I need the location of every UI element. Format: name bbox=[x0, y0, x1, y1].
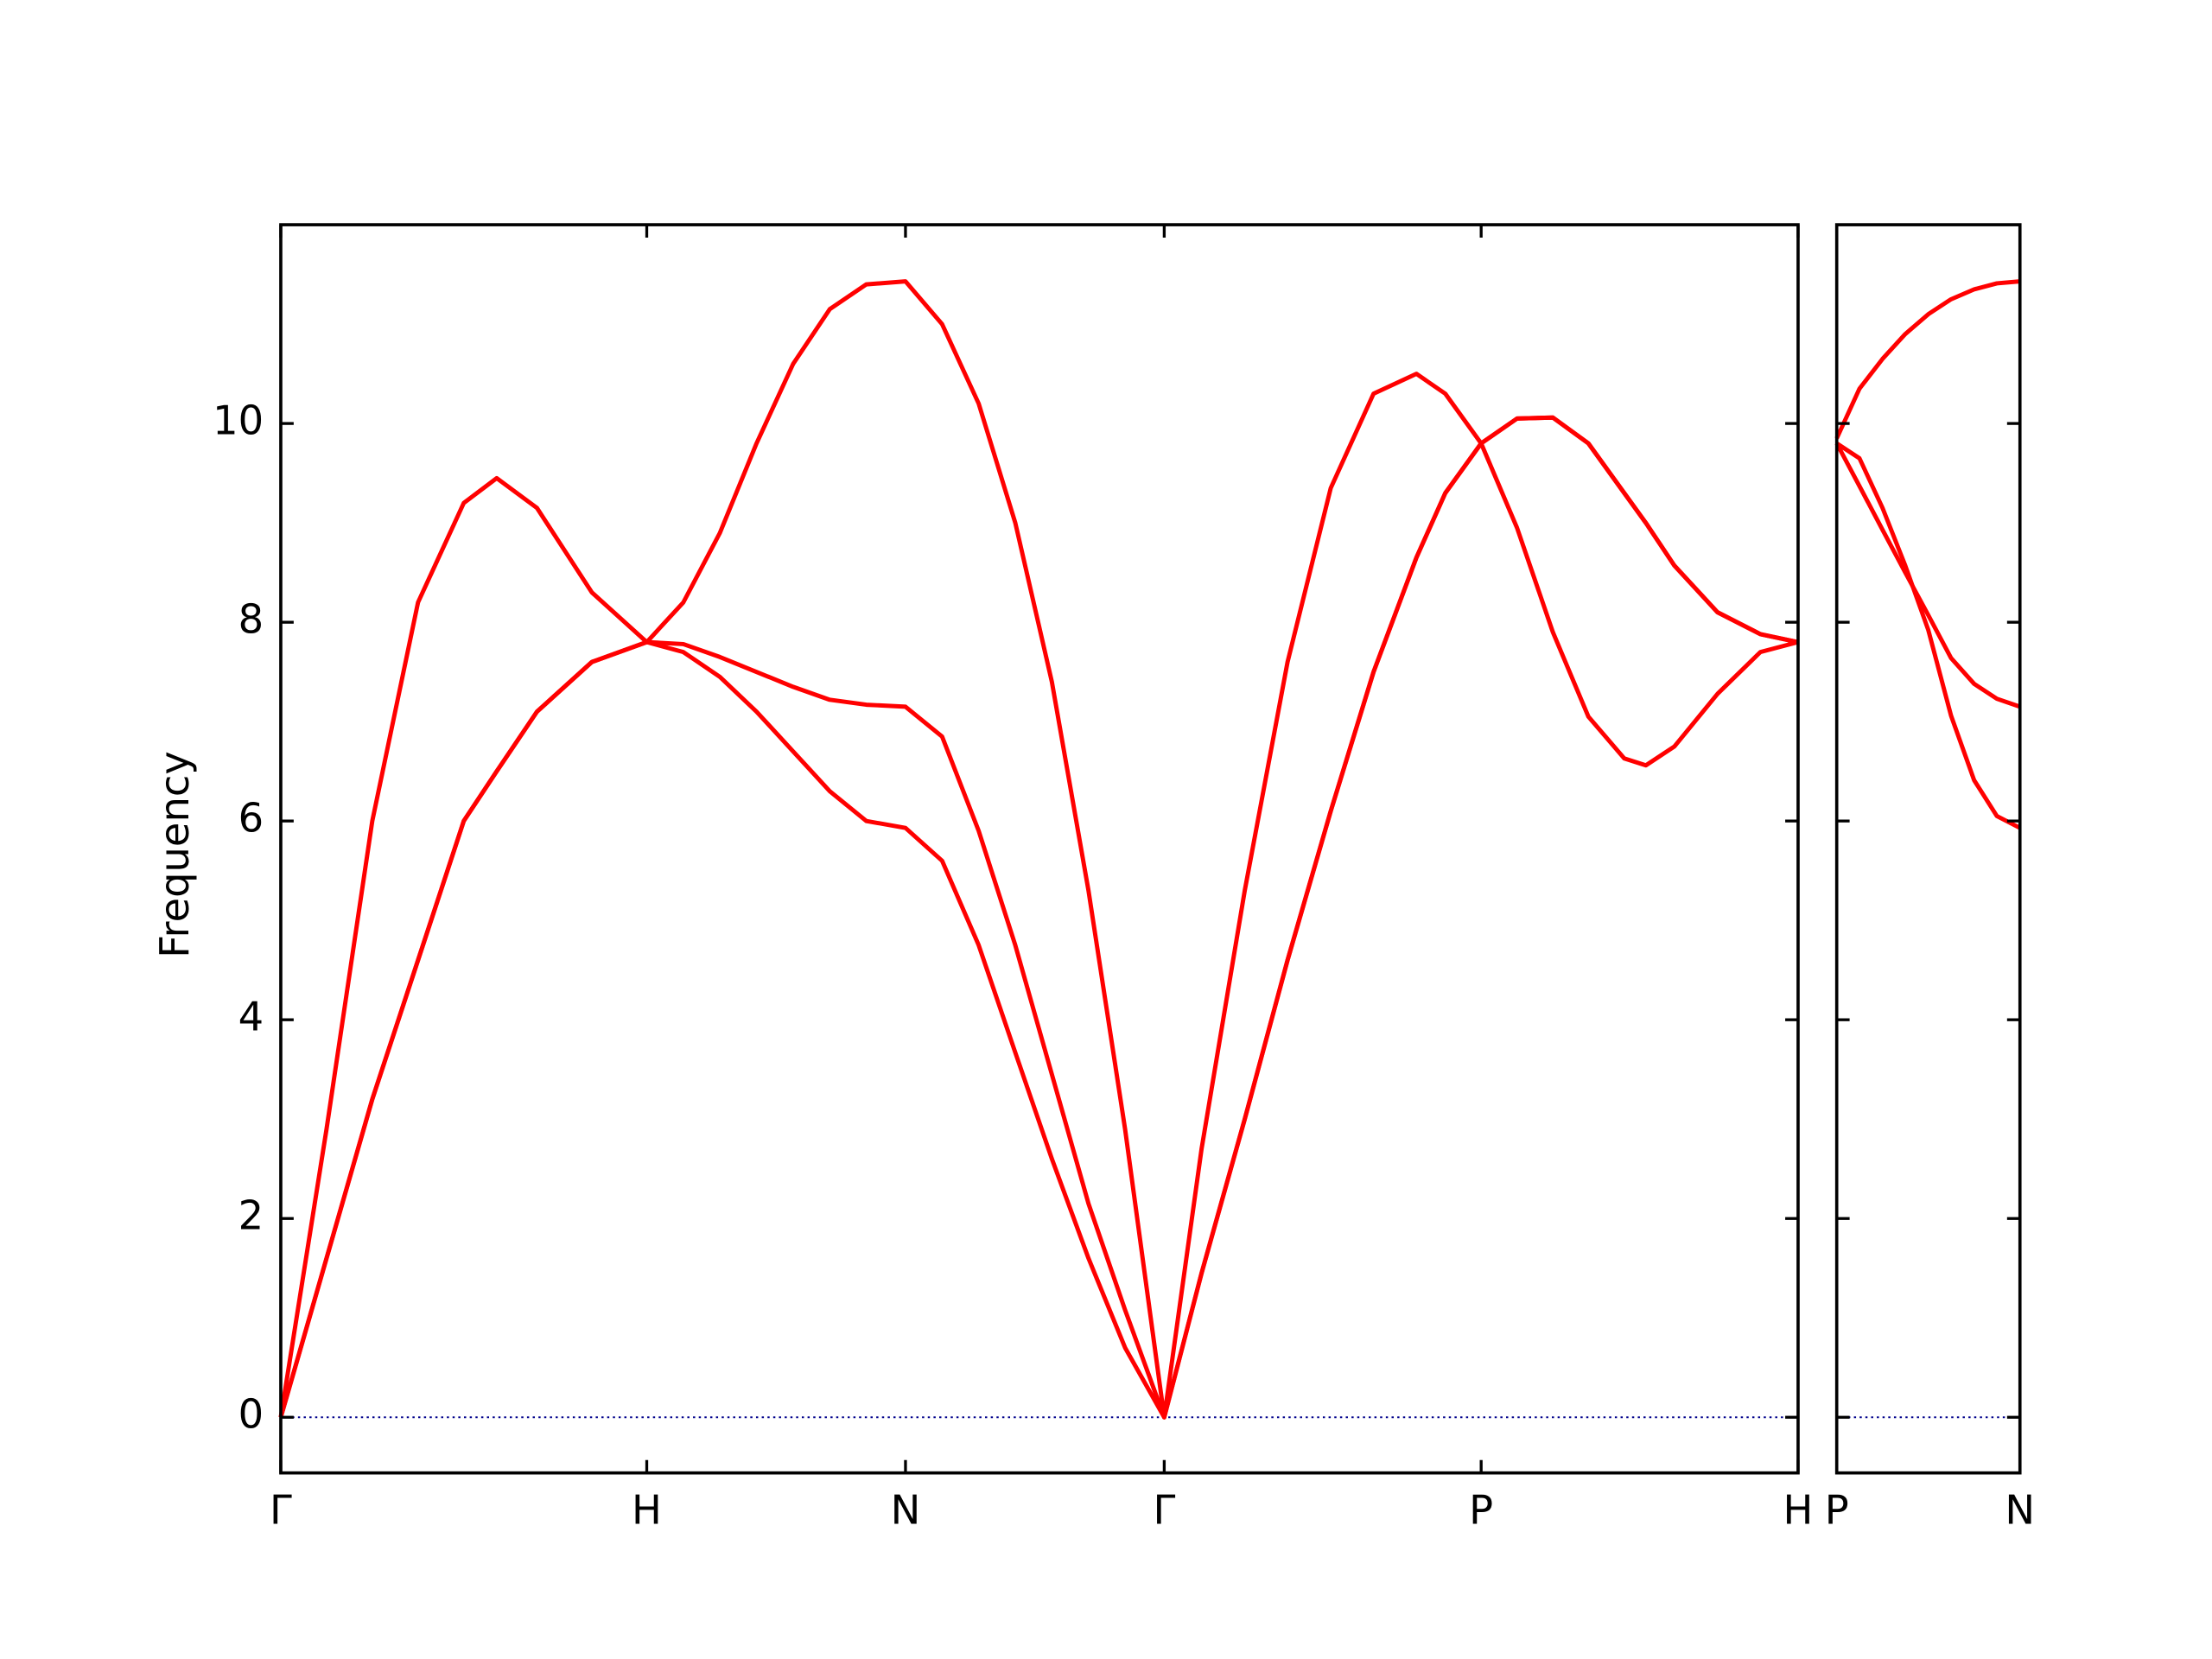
y-axis-label: Frequency bbox=[151, 751, 198, 958]
x-tick-label: P bbox=[1825, 1487, 1849, 1534]
x-tick-label: H bbox=[632, 1487, 662, 1534]
axes-frame bbox=[1834, 223, 2022, 1475]
x-tick-label: N bbox=[891, 1487, 921, 1534]
x-tick-label: H bbox=[1783, 1487, 1814, 1534]
y-tick-label: 10 bbox=[213, 397, 264, 444]
band-line bbox=[1834, 442, 2021, 709]
y-tick-label: 2 bbox=[238, 1192, 264, 1239]
x-tick-label: N bbox=[2005, 1487, 2035, 1534]
y-tick-label: 8 bbox=[238, 596, 264, 643]
y-tick-label: 0 bbox=[238, 1391, 264, 1438]
y-tick-label: 4 bbox=[238, 994, 264, 1040]
band-line bbox=[278, 279, 1799, 1420]
x-tick-label: Γ bbox=[1153, 1487, 1175, 1534]
axes-frame bbox=[279, 223, 1800, 1475]
band-line bbox=[278, 415, 1799, 1420]
y-tick-label: 6 bbox=[238, 795, 264, 842]
x-tick-label: P bbox=[1469, 1487, 1493, 1534]
x-tick-label: Γ bbox=[270, 1487, 292, 1534]
band-line bbox=[1835, 442, 2021, 830]
band-line bbox=[1834, 279, 2020, 440]
